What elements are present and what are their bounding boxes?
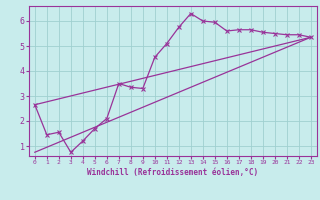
X-axis label: Windchill (Refroidissement éolien,°C): Windchill (Refroidissement éolien,°C) (87, 168, 258, 177)
